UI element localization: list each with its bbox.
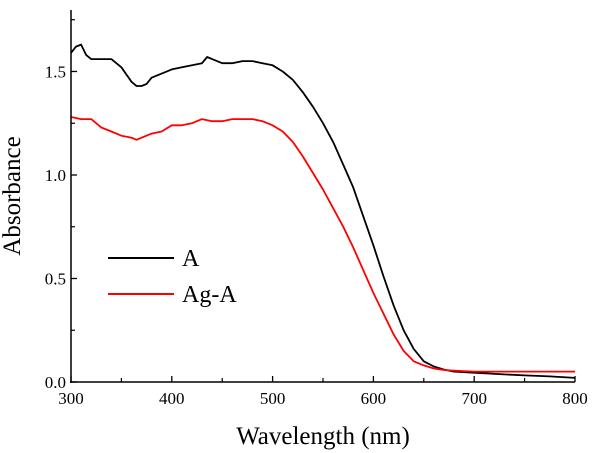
y-axis-title: Absorbance (0, 136, 26, 255)
x-tick-label: 500 (260, 389, 286, 408)
x-tick-label: 300 (58, 389, 84, 408)
y-tick-label: 0.0 (45, 373, 66, 392)
y-tick-label: 1.0 (45, 166, 66, 185)
plot-area (70, 43, 576, 379)
x-tick-label: 400 (159, 389, 185, 408)
legend: A Ag-A (108, 246, 237, 308)
series-line-a (70, 43, 576, 379)
x-tick-label: 700 (461, 389, 487, 408)
x-tick-label: 600 (361, 389, 387, 408)
axes: 300 400 500 600 700 800 0.0 0.5 1.0 1.5 (45, 10, 588, 408)
y-tick-label: 0.5 (45, 269, 66, 288)
x-axis-title: Wavelength (nm) (236, 423, 410, 450)
x-tick-label: 800 (562, 389, 588, 408)
y-tick-label: 1.5 (45, 62, 66, 81)
legend-label-a: A (182, 246, 200, 272)
series-line-ag-a (70, 116, 575, 373)
legend-label-ag-a: Ag-A (182, 282, 237, 308)
